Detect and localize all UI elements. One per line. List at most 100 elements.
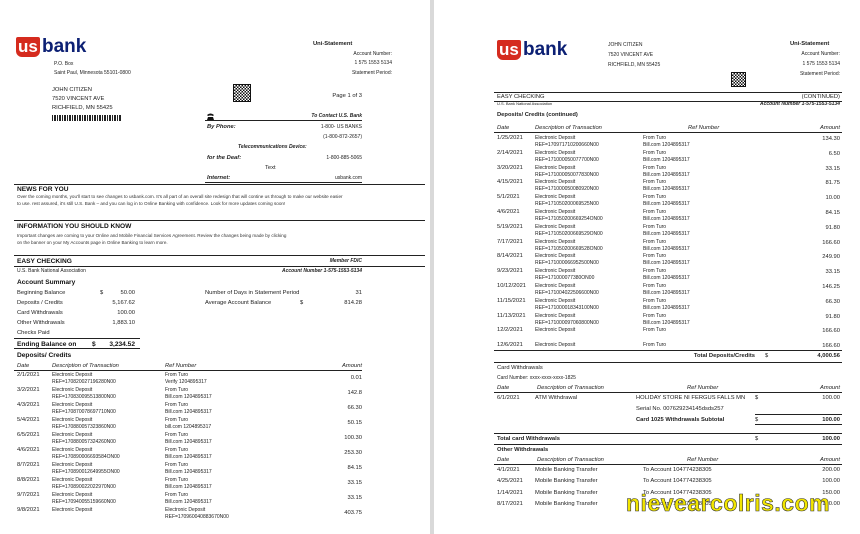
description: Electronic Deposit	[52, 387, 93, 393]
ref-detail: Bill.com 1204895317	[165, 409, 212, 415]
payer: From Turo	[643, 268, 667, 275]
ref-detail: Bill.com 1204895317	[643, 216, 690, 222]
summary-label: Card Withdrawals	[17, 310, 63, 316]
customer-line: JOHN CITIZEN	[52, 87, 92, 93]
payer: From Turo	[643, 312, 667, 319]
description: Electronic Deposit	[535, 179, 576, 186]
rule	[494, 132, 842, 133]
ending-value: 3,234.52	[109, 341, 135, 348]
logo-us: us	[497, 40, 521, 60]
contact-label: By Phone:	[207, 124, 236, 130]
bank-address: Saint Paul, Minnesota 55101-0800	[54, 70, 131, 76]
contact-url: usbank.com	[335, 175, 362, 181]
currency: $	[755, 395, 759, 401]
payer: From Turo	[165, 492, 189, 498]
ref: To Account 104774238305	[643, 489, 712, 496]
column-header: Description of Transaction	[52, 363, 119, 369]
payer: From Turo	[165, 432, 189, 438]
ref-code: REF=170890012649955ON00	[52, 469, 120, 475]
rule	[494, 362, 842, 363]
serial: Serial No. 007629234145dsds257	[636, 406, 724, 412]
section-title: EASY CHECKING	[17, 258, 72, 265]
summary-value: 50.00	[120, 290, 135, 296]
description: Electronic Deposit	[52, 432, 93, 438]
summary-value: 814.28	[344, 300, 362, 306]
description: Electronic Deposit	[535, 312, 576, 319]
amount: 249.90	[822, 254, 840, 261]
rule	[14, 255, 425, 257]
payer: From Turo	[643, 149, 667, 156]
description: Electronic Deposit	[535, 268, 576, 275]
page-number: Page 1 of 3	[332, 93, 362, 99]
section-title: NEWS FOR YOU	[17, 186, 69, 193]
column-header: Ref Number	[688, 125, 720, 131]
description: Electronic Deposit	[52, 477, 93, 483]
column-header: Description of Transaction	[535, 125, 602, 131]
section-title: Card Withdrawals	[497, 365, 543, 371]
rule	[14, 220, 425, 222]
ref-code: REF=170890006693584ON00	[52, 454, 120, 460]
customer-line: 7520 VINCENT AVE	[608, 52, 654, 58]
description: Electronic Deposit	[535, 283, 576, 289]
date: 11/13/2021	[497, 312, 526, 319]
ref-code: REF=170830095513800N00	[52, 394, 116, 400]
summary-label: Number of Days in Statement Period	[205, 290, 300, 296]
ref-detail: Bill.com 1204895317	[165, 484, 212, 490]
statement-title: Uni-Statement	[313, 41, 353, 47]
summary-label: Deposits / Credits	[17, 300, 63, 306]
contact-label: Internet:	[207, 175, 231, 181]
amount: 100.00	[822, 500, 840, 507]
account-number: 1 575 1553 5134	[802, 61, 840, 67]
ref-detail: Bill.com 1204895317	[165, 469, 212, 475]
date: 2/1/2021	[17, 372, 40, 378]
qr-code	[233, 84, 251, 102]
ref-detail: Bill.com 1204895317	[165, 454, 212, 460]
ref-detail: Bill.com 1204895317	[643, 156, 690, 163]
payer: From Turo	[643, 179, 667, 186]
contact-phone: 1-800- US BANKS	[320, 124, 362, 130]
ref-detail: Bill.com 1204895317	[643, 275, 690, 282]
continued: (CONTINUED)	[801, 94, 840, 100]
amount: 142.8	[347, 390, 362, 396]
summary-label: Beginning Balance	[17, 290, 66, 296]
ref-detail: Bill.com 1204895317	[643, 290, 690, 296]
column-header: Date	[497, 385, 510, 391]
ref-code: REF=170880057323860N00	[52, 424, 116, 430]
rule	[14, 266, 425, 267]
date: 4/3/2021	[17, 402, 40, 408]
date: 8/7/2021	[17, 462, 40, 468]
member-fdic: Member FDIC	[329, 258, 362, 264]
column-header: Ref Number	[687, 385, 719, 391]
column-header: Date	[17, 363, 30, 369]
ref-code: REF=171000097060800N00	[535, 319, 599, 326]
description: Mobile Banking Transfer	[535, 500, 598, 507]
date: 2/14/2021	[497, 149, 523, 156]
payer: From Turo	[643, 209, 667, 215]
summary-value: 31	[355, 290, 362, 296]
date: 3/2/2021	[17, 387, 40, 393]
date: 6/5/2021	[17, 432, 40, 438]
ref-code: REF=171050200669528ON00	[535, 245, 603, 252]
section-title: Deposits/ Credits (continued)	[497, 112, 578, 118]
logo-bank: bank	[523, 39, 568, 60]
column-header: Amount	[342, 363, 362, 369]
column-header: Ref Number	[687, 457, 719, 463]
amount: 100.00	[822, 395, 840, 401]
description: Electronic Deposit	[52, 447, 93, 453]
ref-code: REF=171004022506600N00	[535, 290, 599, 296]
amount: 84.15	[825, 210, 840, 216]
payer: From Turo	[643, 164, 667, 171]
rule	[494, 100, 842, 102]
date: 5/19/2021	[497, 223, 523, 230]
ref-code: REF=170870078697710N00	[52, 409, 116, 415]
ref-code: REF=171000050077830N00	[535, 171, 599, 178]
total-label: Total card Withdrawals	[497, 436, 560, 442]
payer: From Turo	[643, 327, 667, 334]
ref-code: REF=171000066952500N00	[535, 260, 599, 267]
date: 12/6/2021	[497, 342, 523, 349]
ref-detail: Bill.com 1204895317	[643, 201, 690, 208]
summary-currency: $	[100, 290, 104, 296]
description: ATM Withdrawal	[535, 395, 578, 401]
payer: From Turo	[165, 387, 189, 393]
contact-label: for the Deaf:	[207, 155, 242, 161]
